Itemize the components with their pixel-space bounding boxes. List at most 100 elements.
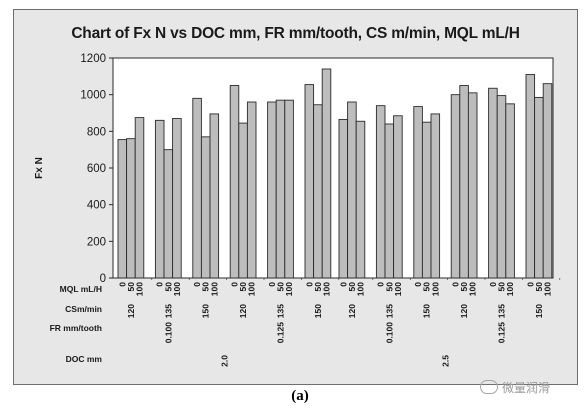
x-tick-mql: 0 (155, 282, 165, 287)
y-tick-label: 800 (87, 126, 106, 138)
bar (154, 119, 165, 279)
plot-area (112, 57, 554, 279)
bar (430, 113, 441, 279)
x-tick-mql: 100 (356, 282, 366, 296)
x-tick-doc: 2.0 (219, 355, 229, 367)
x-tick-mql: 50 (347, 282, 357, 292)
x-tick-cs: 150 (313, 304, 323, 318)
bar (209, 113, 220, 279)
x-tick-mql: 0 (413, 282, 423, 287)
x-tick-fr: 0.100 (384, 322, 394, 344)
x-tick-mql: 0 (376, 282, 386, 287)
bar (542, 83, 553, 279)
x-tick-mql: 0 (117, 282, 127, 287)
x-tick-mql: 0 (451, 282, 461, 287)
x-tick-fr: 0.125 (497, 322, 507, 344)
x-tick-mql: 100 (247, 282, 257, 296)
y-tick-label: 1000 (80, 90, 106, 102)
x-factor-label: CSm/min (65, 304, 102, 314)
y-tick-label: 1200 (80, 53, 106, 65)
y-tick-label: 200 (87, 236, 106, 248)
x-tick-cs: 150 (422, 304, 432, 318)
x-tick-mql: 50 (201, 282, 211, 292)
figure-caption: (a) (291, 388, 309, 404)
bar (172, 118, 182, 279)
x-tick-mql: 50 (163, 282, 173, 292)
x-tick-mql: 50 (459, 282, 469, 292)
bar (525, 74, 536, 279)
bar (134, 117, 145, 279)
x-tick-cs: 120 (347, 304, 357, 318)
y-tick-label: 600 (87, 163, 106, 175)
x-tick-cs: 135 (276, 304, 286, 318)
bar (413, 106, 423, 279)
x-tick-mql: 100 (505, 282, 515, 296)
x-tick-mql: 100 (284, 282, 294, 296)
x-tick-mql: 100 (209, 282, 219, 296)
bar (267, 101, 277, 279)
x-tick-mql: 50 (384, 282, 394, 292)
bar (246, 101, 257, 279)
bar (338, 118, 349, 279)
x-tick-mql: 50 (534, 282, 544, 292)
x-tick-mql: 100 (172, 282, 182, 296)
bar (450, 94, 461, 279)
bar (126, 138, 136, 279)
bar (505, 103, 515, 279)
y-tick-label: 0 (100, 273, 106, 285)
x-factor-label: DOC mm (66, 354, 103, 364)
bar (321, 68, 332, 279)
bar (496, 95, 507, 279)
x-tick-mql: 100 (468, 282, 478, 296)
bar (467, 92, 478, 279)
bar (375, 105, 386, 279)
bar (200, 136, 211, 279)
x-tick-fr: 0.125 (276, 322, 286, 344)
bar (275, 99, 286, 279)
x-tick-mql: 0 (192, 282, 202, 287)
bar (117, 139, 128, 279)
x-tick-mql: 100 (135, 282, 145, 296)
x-tick-doc: 2.5 (440, 355, 450, 367)
x-tick-mql: 0 (488, 282, 498, 287)
bar (534, 96, 544, 279)
bar (304, 84, 315, 279)
x-tick-cs: 120 (238, 304, 248, 318)
y-tick-label: 400 (87, 200, 106, 212)
x-tick-mql: 50 (238, 282, 248, 292)
bar (313, 104, 323, 279)
chart-title: Chart of Fx N vs DOC mm, FR mm/tooth, CS… (71, 25, 520, 42)
x-tick-mql: 50 (126, 282, 136, 292)
x-tick-mql: 100 (430, 282, 440, 296)
x-tick-cs: 135 (384, 304, 394, 318)
x-tick-mql: 0 (338, 282, 348, 287)
watermark: 微量润滑 (480, 376, 580, 398)
bar (459, 85, 469, 279)
x-tick-mql: 100 (543, 282, 553, 296)
bar (421, 121, 432, 279)
x-tick-cs: 120 (459, 304, 469, 318)
x-tick-cs: 150 (201, 304, 211, 318)
wechat-icon (480, 380, 498, 394)
x-tick-cs: 120 (126, 304, 136, 318)
bar (192, 97, 202, 279)
bar (229, 85, 240, 279)
bar (488, 87, 498, 279)
x-factor-label: FR mm/tooth (50, 323, 102, 333)
bar (347, 101, 357, 279)
bar (393, 115, 403, 279)
watermark-text: 微量润滑 (502, 380, 551, 395)
x-tick-mql: 50 (276, 282, 286, 292)
x-tick-mql: 50 (313, 282, 323, 292)
x-tick-cs: 135 (163, 304, 173, 318)
y-axis-label: Fx N (34, 157, 45, 179)
bar (163, 149, 174, 279)
x-tick-mql: 0 (267, 282, 277, 287)
x-tick-fr: 0.100 (163, 322, 173, 344)
x-factor-label: MQL mL/H (60, 284, 102, 294)
bar (384, 123, 395, 279)
x-tick-mql: 50 (497, 282, 507, 292)
x-tick-mql: 100 (322, 282, 332, 296)
x-tick-mql: 0 (304, 282, 314, 287)
